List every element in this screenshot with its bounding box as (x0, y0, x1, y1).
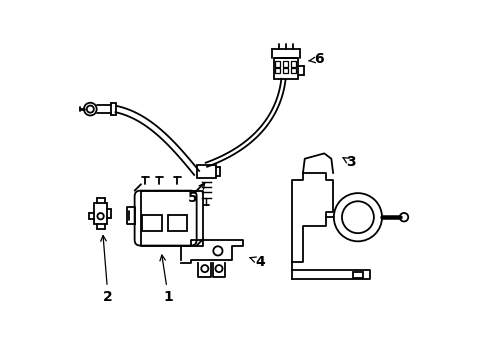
Text: 3: 3 (342, 155, 355, 169)
Text: 1: 1 (160, 255, 173, 304)
Bar (283, 61, 287, 67)
Circle shape (213, 246, 222, 256)
Circle shape (215, 265, 222, 272)
Circle shape (333, 193, 381, 241)
Circle shape (86, 105, 94, 113)
Bar (142, 215, 162, 231)
Bar (275, 68, 280, 73)
Bar (283, 68, 287, 73)
Bar (275, 61, 280, 67)
Circle shape (399, 213, 407, 221)
Bar (352, 272, 362, 278)
Circle shape (201, 265, 208, 272)
Circle shape (84, 103, 97, 116)
Bar (94, 203, 107, 224)
Text: 5: 5 (188, 183, 204, 205)
Bar (290, 68, 295, 73)
Bar (196, 165, 216, 178)
Bar (167, 215, 187, 231)
Circle shape (341, 201, 373, 233)
Circle shape (97, 213, 103, 219)
Bar (273, 58, 298, 79)
Text: 6: 6 (308, 53, 323, 67)
Text: 2: 2 (101, 235, 113, 304)
Bar (290, 61, 295, 67)
Text: 4: 4 (249, 255, 265, 269)
